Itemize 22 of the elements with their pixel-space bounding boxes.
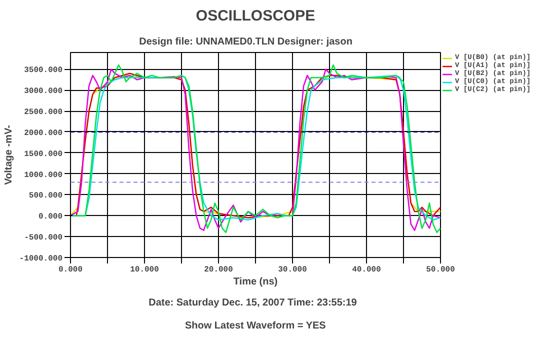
y-tick-label: 3500.000 xyxy=(24,66,63,76)
x-tick-label: 40.000 xyxy=(352,266,382,274)
y-tick-label: 2500.000 xyxy=(24,108,63,118)
x-tick-label: 30.000 xyxy=(278,266,308,274)
y-tick-label: 500.000 xyxy=(28,192,63,201)
x-axis-title: Time (ns) xyxy=(233,276,278,288)
y-tick-label: -500.000 xyxy=(24,234,63,243)
y-tick-label: 0.000 xyxy=(38,212,63,222)
text: Date: Saturday Dec. 15, 2007 Time: 23:55:19 xyxy=(148,298,358,308)
y-tick-label: -1000.000 xyxy=(19,254,63,264)
chart-subtitle: Design file: UNNAMED0.TLN Designer: jason xyxy=(139,36,352,48)
chart-title: OSCILLOSCOPE xyxy=(196,8,316,24)
y-tick-label: 1500.000 xyxy=(24,150,63,159)
y-tick-label: 2000.000 xyxy=(24,128,63,138)
y-tick-label: 3000.000 xyxy=(24,87,63,96)
x-tick-label: 0.000 xyxy=(58,266,83,274)
y-tick-label: 1000.000 xyxy=(24,170,63,180)
y-axis-title: Voltage -mV- xyxy=(3,125,14,185)
text: Show Latest Waveform = YES xyxy=(184,320,326,332)
x-tick-label: 50.000 xyxy=(426,266,456,274)
x-tick-label: 10.000 xyxy=(130,266,160,274)
x-tick-label: 20.000 xyxy=(204,266,234,274)
